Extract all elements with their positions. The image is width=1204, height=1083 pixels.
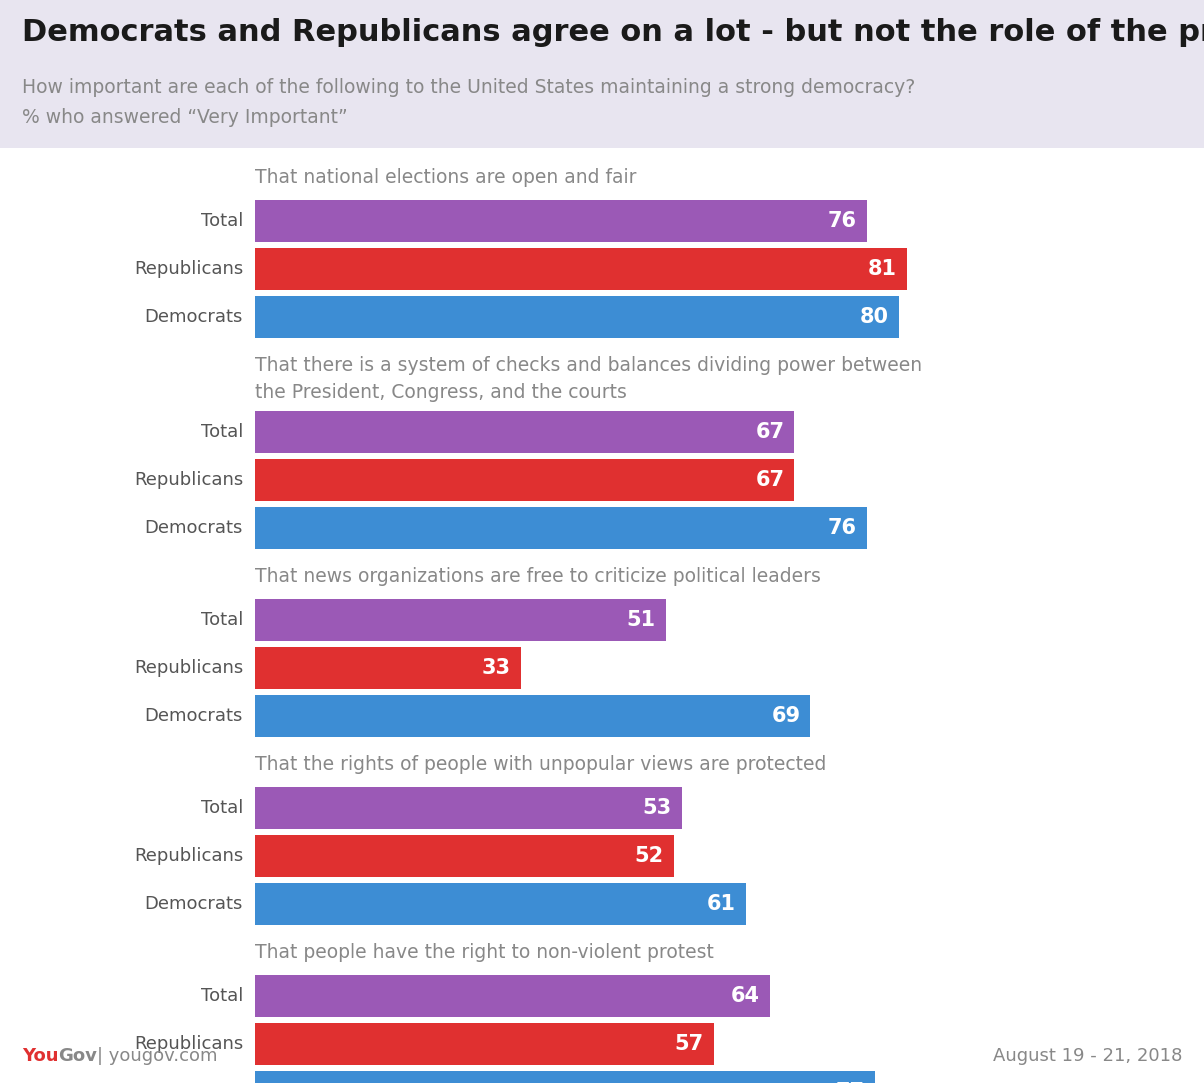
Bar bbox=[255, 296, 899, 338]
Text: Democrats: Democrats bbox=[144, 707, 243, 725]
Text: Total: Total bbox=[201, 611, 243, 629]
Bar bbox=[255, 599, 666, 641]
Text: How important are each of the following to the United States maintaining a stron: How important are each of the following … bbox=[22, 78, 915, 97]
Text: Total: Total bbox=[201, 423, 243, 441]
Text: | yougov.com: | yougov.com bbox=[98, 1047, 218, 1065]
Text: 67: 67 bbox=[755, 422, 784, 442]
Text: Republicans: Republicans bbox=[134, 658, 243, 677]
Text: 61: 61 bbox=[707, 893, 736, 914]
Bar bbox=[0, 148, 1204, 1083]
Bar bbox=[255, 787, 681, 828]
Text: 67: 67 bbox=[755, 470, 784, 490]
Text: Republicans: Republicans bbox=[134, 1035, 243, 1053]
Text: Total: Total bbox=[201, 212, 243, 230]
Text: 51: 51 bbox=[626, 610, 655, 630]
Bar bbox=[255, 883, 746, 925]
Text: August 19 - 21, 2018: August 19 - 21, 2018 bbox=[992, 1047, 1182, 1065]
Bar bbox=[255, 248, 907, 290]
Text: 69: 69 bbox=[772, 706, 801, 726]
Text: That people have the right to non-violent protest: That people have the right to non-violen… bbox=[255, 943, 714, 962]
Bar bbox=[255, 1071, 875, 1083]
Text: 80: 80 bbox=[860, 306, 889, 327]
Text: 57: 57 bbox=[674, 1034, 704, 1054]
Text: 76: 76 bbox=[828, 211, 857, 231]
Bar bbox=[255, 412, 795, 453]
Text: That national elections are open and fair: That national elections are open and fai… bbox=[255, 168, 637, 187]
Text: Total: Total bbox=[201, 799, 243, 817]
Text: % who answered “Very Important”: % who answered “Very Important” bbox=[22, 108, 348, 127]
Text: Republicans: Republicans bbox=[134, 260, 243, 278]
Bar bbox=[255, 459, 795, 501]
Text: 81: 81 bbox=[868, 259, 897, 279]
Bar bbox=[0, 0, 1204, 148]
Bar bbox=[255, 1023, 714, 1065]
Bar bbox=[255, 695, 810, 738]
Bar bbox=[255, 507, 867, 549]
Text: 53: 53 bbox=[643, 798, 672, 818]
Bar bbox=[255, 647, 520, 689]
Bar bbox=[255, 835, 673, 877]
Text: That the rights of people with unpopular views are protected: That the rights of people with unpopular… bbox=[255, 755, 826, 774]
Text: Republicans: Republicans bbox=[134, 471, 243, 490]
Text: That there is a system of checks and balances dividing power between
the Preside: That there is a system of checks and bal… bbox=[255, 356, 922, 402]
Text: 76: 76 bbox=[828, 518, 857, 538]
Text: 33: 33 bbox=[482, 658, 510, 678]
Text: Democrats: Democrats bbox=[144, 519, 243, 537]
Text: Democrats: Democrats bbox=[144, 308, 243, 326]
Text: Democrats: Democrats bbox=[144, 895, 243, 913]
Bar bbox=[255, 200, 867, 242]
Text: Republicans: Republicans bbox=[134, 847, 243, 865]
Text: That news organizations are free to criticize political leaders: That news organizations are free to crit… bbox=[255, 567, 821, 586]
Text: Gov: Gov bbox=[58, 1047, 96, 1065]
Text: 64: 64 bbox=[731, 986, 760, 1006]
Text: Democrats and Republicans agree on a lot - but not the role of the press: Democrats and Republicans agree on a lot… bbox=[22, 18, 1204, 47]
Bar bbox=[255, 975, 771, 1017]
Text: You: You bbox=[22, 1047, 59, 1065]
Text: 52: 52 bbox=[635, 846, 663, 866]
Text: Total: Total bbox=[201, 987, 243, 1005]
